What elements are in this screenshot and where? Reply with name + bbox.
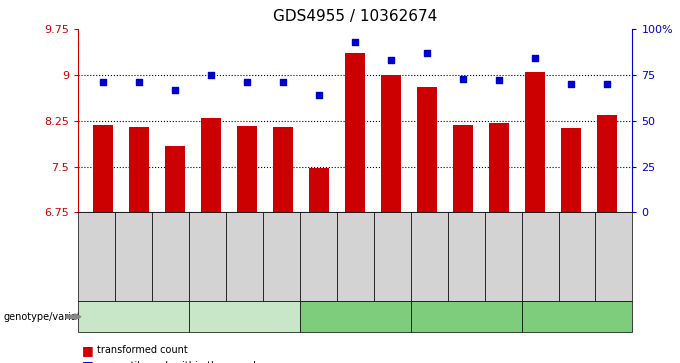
Text: GSM1211857: GSM1211857: [498, 232, 507, 282]
Text: GSM1211850: GSM1211850: [203, 232, 212, 282]
Text: percentile rank within the sample: percentile rank within the sample: [97, 361, 262, 363]
Bar: [237, 126, 257, 212]
FancyArrow shape: [66, 314, 81, 320]
Text: Twist1-AQA: Twist1-AQA: [105, 312, 163, 322]
Bar: [345, 53, 365, 212]
Bar: [454, 125, 473, 212]
Text: GSM1211858: GSM1211858: [609, 232, 618, 282]
Bar: [561, 128, 581, 212]
Bar: [309, 168, 329, 212]
Point: [422, 50, 432, 56]
Bar: [263, 212, 300, 301]
Point: [314, 92, 325, 98]
Bar: [201, 118, 221, 212]
Point: [98, 79, 109, 85]
Bar: [374, 212, 411, 301]
Bar: [490, 123, 509, 212]
Bar: [418, 87, 437, 212]
Text: GSM1211849: GSM1211849: [92, 232, 101, 282]
Bar: [300, 212, 337, 301]
Bar: [381, 75, 401, 212]
Point: [242, 79, 253, 85]
Text: GSM1211860: GSM1211860: [277, 232, 286, 282]
Bar: [115, 212, 152, 301]
Text: genotype/variation: genotype/variation: [3, 312, 96, 322]
Bar: [152, 212, 189, 301]
Text: ■: ■: [82, 344, 93, 357]
Bar: [189, 301, 300, 332]
Bar: [300, 301, 411, 332]
Bar: [129, 127, 150, 212]
Bar: [596, 212, 632, 301]
Bar: [411, 212, 447, 301]
Text: GSM1211848: GSM1211848: [536, 232, 545, 282]
Bar: [165, 146, 185, 212]
Bar: [447, 212, 485, 301]
Point: [134, 79, 145, 85]
Title: GDS4955 / 10362674: GDS4955 / 10362674: [273, 9, 437, 24]
Bar: [226, 212, 263, 301]
Text: vector: vector: [449, 312, 483, 322]
Bar: [189, 212, 226, 301]
Bar: [273, 127, 293, 212]
Point: [566, 81, 577, 87]
Point: [206, 72, 217, 78]
Text: GSM1211851: GSM1211851: [314, 232, 323, 282]
Text: GSM1211855: GSM1211855: [240, 232, 249, 282]
Point: [278, 79, 289, 85]
Bar: [522, 212, 558, 301]
Text: GSM1211854: GSM1211854: [129, 232, 138, 282]
Point: [458, 76, 469, 81]
Point: [602, 81, 613, 87]
Bar: [411, 301, 522, 332]
Text: ■: ■: [82, 359, 93, 363]
Text: GSM1211856: GSM1211856: [351, 232, 360, 282]
Text: GSM1211852: GSM1211852: [462, 232, 471, 282]
Bar: [485, 212, 522, 301]
Bar: [93, 125, 114, 212]
Point: [530, 56, 541, 61]
Bar: [558, 212, 596, 301]
Bar: [78, 212, 115, 301]
Bar: [522, 301, 632, 332]
Text: GSM1211847: GSM1211847: [425, 232, 434, 282]
Text: transformed count: transformed count: [97, 345, 188, 355]
Bar: [597, 115, 617, 212]
Bar: [78, 301, 189, 332]
Bar: [337, 212, 374, 301]
Text: GSM1211861: GSM1211861: [388, 232, 396, 282]
Text: Twist1-DQD: Twist1-DQD: [214, 312, 275, 322]
Point: [170, 87, 181, 93]
Text: Twist1-F191G: Twist1-F191G: [320, 312, 390, 322]
Text: GSM1211859: GSM1211859: [166, 232, 175, 282]
Point: [386, 57, 396, 63]
Text: GSM1211853: GSM1211853: [573, 232, 581, 282]
Point: [350, 39, 360, 45]
Point: [494, 77, 505, 83]
Bar: [526, 72, 545, 212]
Text: Twist1-wild type: Twist1-wild type: [535, 312, 619, 322]
